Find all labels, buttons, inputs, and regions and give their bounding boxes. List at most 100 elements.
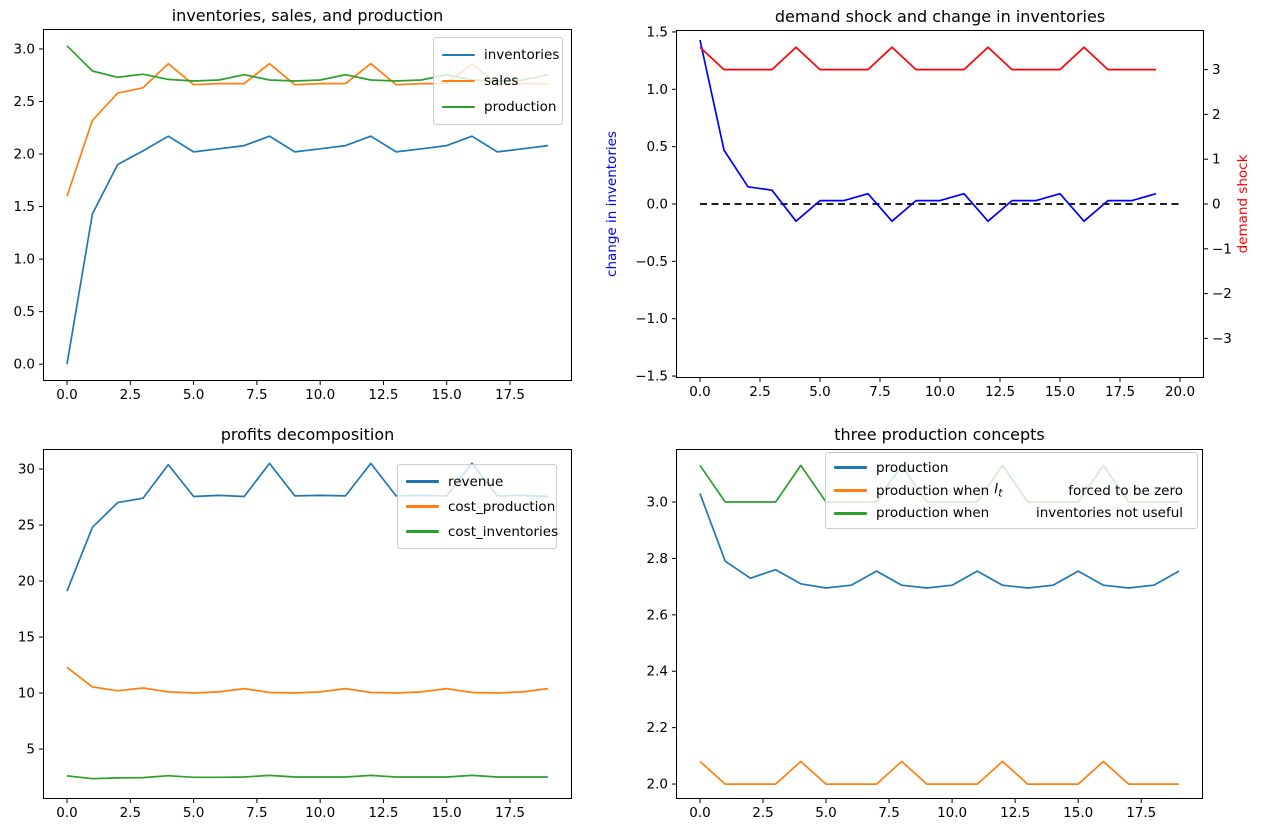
line-cost-production <box>66 666 549 694</box>
x-tick-label: 15.0 <box>1045 384 1075 400</box>
line-inventories <box>66 135 549 365</box>
y-tick-label: 5 <box>26 742 35 758</box>
y-tick-label: 1.5 <box>14 199 35 215</box>
x-tick-label: 10.0 <box>305 387 335 403</box>
x-tick-label: 12.5 <box>985 384 1015 400</box>
chart-inventories-sales-production: 0.0 2.5 5.0 7.5 10.0 12.5 15.0 17.5 0.0 0.5 1.0 1.5… <box>14 29 572 403</box>
x-axis: 0.0 2.5 5.0 7.5 10.0 12.5 15.0 17.5 <box>56 799 525 821</box>
x-tick-label: 5.0 <box>809 384 830 400</box>
y-tick-label: −1 <box>1212 241 1232 257</box>
y-tick-label: 2 <box>1212 107 1221 123</box>
legend-entry-inventories: inventories <box>442 47 559 63</box>
chart-three-production-concepts: 0.0 2.5 5.0 7.5 10.0 12.5 15.0 17.5 2.0 2.2 2.4 2.6… <box>647 449 1203 821</box>
x-axis: 0.0 2.5 5.0 7.5 10.0 12.5 15.0 17.5 <box>56 381 525 403</box>
x-tick-label: 7.5 <box>878 805 899 821</box>
x-tick-label: 17.5 <box>1126 805 1156 821</box>
y-tick-label: 1 <box>1212 152 1221 168</box>
chart-title-three-production-concepts: three production concepts <box>834 425 1045 444</box>
y-tick-label: −2 <box>1212 286 1232 302</box>
y-tick-label: 3.0 <box>14 41 35 57</box>
x-tick-label: 0.0 <box>689 384 710 400</box>
x-tick-label: 17.5 <box>495 805 525 821</box>
y-tick-label: 2.5 <box>14 94 35 110</box>
legend-line-sample <box>442 53 475 57</box>
legend-line-sample <box>834 466 867 470</box>
y-tick-label: 20 <box>18 574 35 590</box>
x-tick-label: 12.5 <box>368 805 398 821</box>
y-tick-label: −3 <box>1212 331 1232 347</box>
y-tick-label: 3 <box>1212 62 1221 78</box>
x-tick-label: 0.0 <box>56 387 77 403</box>
y-axis-right: −3 −2 −1 0 1 2 3 <box>1204 62 1232 347</box>
x-tick-label: 15.0 <box>1063 805 1093 821</box>
legend-label-part2: inventories not useful <box>1036 505 1183 522</box>
legend-profits-decomposition: revenue cost_production cost_inventories <box>397 464 558 549</box>
x-tick-label: 20.0 <box>1165 384 1195 400</box>
line-cost-inventories <box>66 774 548 780</box>
chart-title-inventories-sales-production: inventories, sales, and production <box>171 6 444 25</box>
line-production-when-i-t-forced-to-be-zero <box>699 760 1179 785</box>
legend-entry-production-when-forced-to-be-zero: production when It forced to be zero <box>834 481 1189 500</box>
x-tick-label: 12.5 <box>368 387 398 403</box>
y-tick-label: 2.2 <box>647 720 668 736</box>
legend-line-sample <box>406 505 439 508</box>
x-tick-label: 10.0 <box>305 805 335 821</box>
x-tick-label: 15.0 <box>432 805 462 821</box>
chart-title-profits-decomposition: profits decomposition <box>220 425 395 444</box>
axes-spines <box>676 30 1204 378</box>
x-axis: 0.0 2.5 5.0 7.5 10.0 12.5 15.0 17.5 20.0 <box>689 378 1195 400</box>
y-tick-label: 1.5 <box>647 24 668 40</box>
legend-three-production-concepts: production production when It forced to be … <box>825 452 1198 529</box>
y-tick-label: 0 <box>1212 197 1221 213</box>
legend-inventories-sales-production: inventories sales production <box>433 37 563 125</box>
legend-label-part2: forced to be zero <box>1068 482 1183 499</box>
y-tick-label: 2.0 <box>647 777 668 793</box>
line-demand-shock <box>699 46 1156 71</box>
x-tick-label: 0.0 <box>56 805 77 821</box>
axes-spines <box>43 449 572 799</box>
legend-line-sample <box>834 489 867 492</box>
legend-label: production when <box>876 505 990 522</box>
y-axis-left: 2.0 2.2 2.4 2.6 2.8 3.0 <box>647 495 676 793</box>
legend-entry-cost-inventories: cost_inventories <box>406 524 558 540</box>
y-tick-label: 0.0 <box>14 357 35 373</box>
y-tick-label: −1.0 <box>635 311 668 327</box>
x-tick-label: 2.5 <box>120 805 141 821</box>
axes-spines <box>43 29 572 381</box>
y-axis-left: −1.5 −1.0 −0.5 0.0 0.5 1.0 1.5 <box>635 24 676 385</box>
legend-label: revenue <box>448 473 504 490</box>
x-axis: 0.0 2.5 5.0 7.5 10.0 12.5 15.0 17.5 <box>689 799 1156 821</box>
y-tick-label: 15 <box>18 630 35 646</box>
legend-entry-production: production <box>442 99 557 115</box>
x-tick-label: 7.5 <box>246 387 267 403</box>
legend-entry-cost-production: cost_production <box>406 499 555 515</box>
x-tick-label: 5.0 <box>183 387 204 403</box>
legend-label: production when <box>876 482 990 499</box>
y-axis-label-change-in-inventories: change in inventories <box>604 131 620 277</box>
legend-line-sample <box>406 480 439 483</box>
x-tick-label: 5.0 <box>815 805 836 821</box>
legend-label: sales <box>484 73 519 89</box>
legend-label: inventories <box>484 47 560 63</box>
legend-entry-production-when-inventories-not-useful: production when inventories not useful <box>834 505 1189 521</box>
y-tick-label: 2.0 <box>14 147 35 163</box>
x-tick-label: 2.5 <box>120 387 141 403</box>
x-tick-label: 10.0 <box>937 805 967 821</box>
y-tick-label: −1.5 <box>635 369 668 385</box>
legend-label: cost_production <box>448 498 556 515</box>
legend-label: cost_inventories <box>448 523 559 540</box>
legend-line-sample <box>834 511 867 515</box>
y-tick-label: 30 <box>18 462 35 478</box>
legend-label: production <box>876 459 949 476</box>
y-tick-label: −0.5 <box>635 254 668 270</box>
x-tick-label: 5.0 <box>183 805 204 821</box>
legend-line-sample <box>442 105 475 109</box>
legend-line-sample <box>406 530 439 533</box>
x-tick-label: 7.5 <box>246 805 267 821</box>
y-axis-left: 0.0 0.5 1.0 1.5 2.0 2.5 3.0 <box>14 41 43 373</box>
x-tick-label: 7.5 <box>869 384 890 400</box>
legend-entry-production: production <box>834 460 1189 476</box>
x-tick-label: 0.0 <box>689 805 710 821</box>
y-axis-left: 5 10 15 20 25 30 <box>18 462 43 758</box>
